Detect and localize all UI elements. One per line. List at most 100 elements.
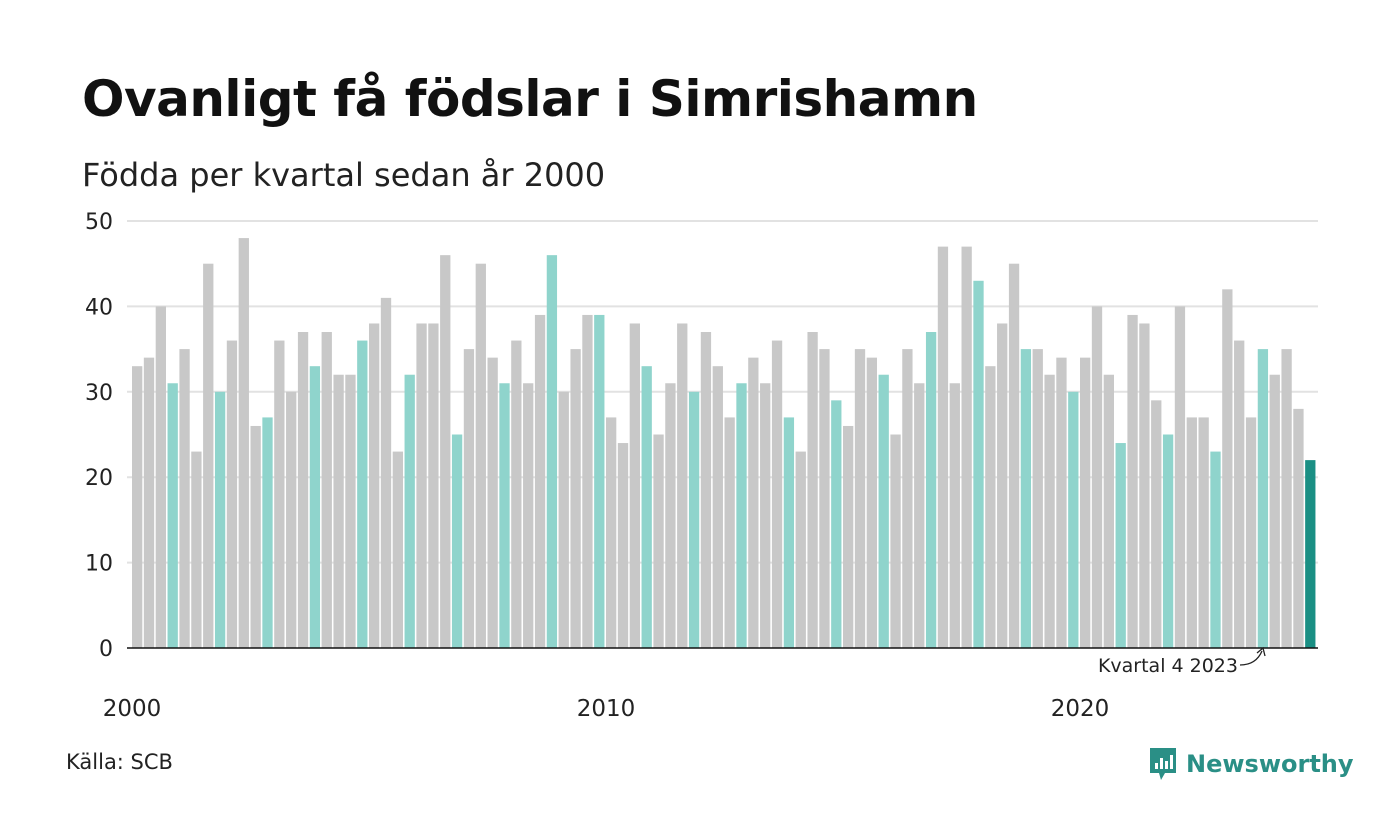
- bar: [1068, 391, 1079, 648]
- bar: [890, 434, 901, 648]
- bar: [1020, 349, 1032, 648]
- bar: [262, 417, 273, 648]
- bar: [1174, 306, 1186, 648]
- bar: [1210, 451, 1221, 648]
- bar: [1103, 374, 1114, 648]
- bar: [997, 323, 1008, 648]
- bar: [914, 383, 925, 648]
- bar: [499, 383, 510, 648]
- annotation-arrowhead: [1256, 646, 1266, 657]
- bar: [760, 383, 771, 648]
- bar: [523, 383, 534, 648]
- bar: [677, 323, 688, 648]
- bar: [274, 340, 285, 648]
- bar: [167, 383, 178, 648]
- bar: [712, 366, 723, 648]
- bar: [392, 451, 403, 648]
- bar: [606, 417, 617, 648]
- source-note: Källa: SCB: [66, 750, 173, 774]
- bar: [250, 425, 261, 648]
- bar: [440, 255, 451, 648]
- bar: [878, 374, 889, 648]
- bar: [1198, 417, 1209, 648]
- bar: [333, 374, 344, 648]
- brand-name: Newsworthy: [1186, 750, 1354, 778]
- bar: [1305, 460, 1316, 648]
- bar: [203, 263, 214, 648]
- bar: [511, 340, 522, 648]
- bar: [783, 417, 795, 648]
- bar: [428, 323, 439, 648]
- bar: [155, 306, 166, 648]
- bar: [831, 400, 842, 648]
- bar: [1151, 400, 1162, 648]
- bar: [416, 323, 427, 648]
- bar: [724, 417, 735, 648]
- y-tick-label: 10: [85, 552, 113, 577]
- bar: [487, 357, 498, 648]
- bar: [854, 349, 866, 648]
- x-tick-label: 2010: [577, 696, 636, 722]
- bar: [226, 340, 238, 648]
- bar: [771, 340, 783, 648]
- bar: [380, 297, 392, 648]
- y-tick-label: 20: [85, 466, 113, 491]
- bar: [736, 383, 747, 648]
- bar: [179, 349, 190, 648]
- bar: [1269, 374, 1280, 648]
- y-tick-label: 50: [85, 210, 113, 235]
- bar: [1080, 357, 1091, 648]
- bar: [1293, 408, 1304, 648]
- bar: [961, 246, 972, 648]
- bar: [463, 349, 475, 648]
- bar: [748, 357, 759, 648]
- bar: [558, 391, 569, 648]
- bar: [617, 443, 629, 648]
- bar: [238, 238, 249, 648]
- bar: [191, 451, 202, 648]
- bar: [1281, 349, 1292, 648]
- bar: [546, 255, 558, 648]
- bar: [475, 263, 486, 648]
- bar: [949, 383, 960, 648]
- bar: [629, 323, 640, 648]
- bar: [925, 332, 937, 648]
- bar: [214, 391, 226, 648]
- bar: [1091, 306, 1103, 648]
- bar: [582, 314, 593, 648]
- bar: [1115, 443, 1126, 648]
- bar: [451, 434, 463, 648]
- bar: [795, 451, 806, 648]
- bar: [1032, 349, 1043, 648]
- bar: [641, 366, 652, 648]
- brand-logo: Newsworthy: [1148, 744, 1354, 784]
- bar: [1162, 434, 1174, 648]
- bar: [1234, 340, 1245, 648]
- bar-chart: 0 10 20 30 40 50 2000 2010 2020 Kvartal 4 2023: [85, 210, 1318, 722]
- annotation-label: Kvartal 4 2023: [1098, 655, 1238, 677]
- bar: [866, 357, 877, 648]
- bar: [653, 434, 664, 648]
- bar: [807, 332, 818, 648]
- bar: [1127, 314, 1138, 648]
- bar: [1186, 417, 1197, 648]
- bar: [1056, 357, 1067, 648]
- bar: [985, 366, 996, 648]
- bar: [1222, 289, 1233, 648]
- bar: [1044, 374, 1055, 648]
- chart-subtitle: Födda per kvartal sedan år 2000: [82, 156, 606, 194]
- bar: [369, 323, 380, 648]
- x-tick-label: 2000: [103, 696, 162, 722]
- bar: [345, 374, 356, 648]
- bar: [819, 349, 830, 648]
- bar: [1139, 323, 1150, 648]
- y-tick-label: 40: [85, 295, 113, 320]
- bar: [1245, 417, 1257, 648]
- annotation-arrow: [1239, 650, 1263, 666]
- bar: [1008, 263, 1020, 648]
- chart-title: Ovanligt få födslar i Simrishamn: [82, 70, 978, 128]
- bar: [321, 332, 332, 648]
- bar: [902, 349, 913, 648]
- bar: [286, 391, 297, 648]
- bar: [143, 357, 155, 648]
